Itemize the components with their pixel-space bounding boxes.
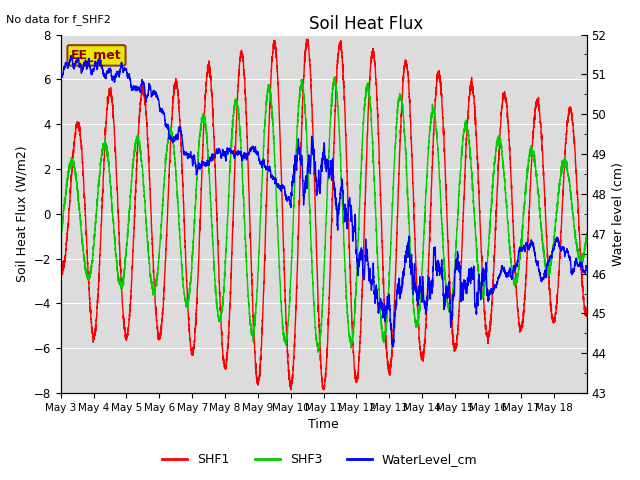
Text: No data for f_SHF2: No data for f_SHF2: [6, 14, 111, 25]
Legend: SHF1, SHF3, WaterLevel_cm: SHF1, SHF3, WaterLevel_cm: [157, 448, 483, 471]
Y-axis label: Soil Heat Flux (W/m2): Soil Heat Flux (W/m2): [15, 145, 28, 282]
Y-axis label: Water level (cm): Water level (cm): [612, 162, 625, 266]
X-axis label: Time: Time: [308, 419, 339, 432]
Title: Soil Heat Flux: Soil Heat Flux: [308, 15, 423, 33]
Text: EE_met: EE_met: [71, 49, 122, 62]
